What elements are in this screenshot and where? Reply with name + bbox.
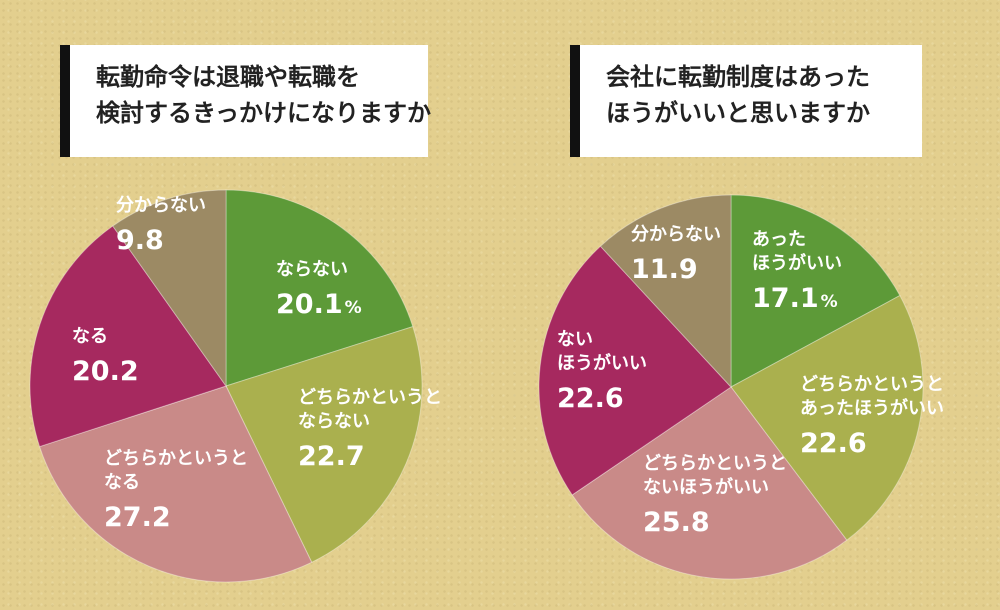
pie-slice (38, 385, 313, 583)
slice-value: 22.6 (800, 428, 867, 459)
pie-slice (730, 294, 924, 541)
chart-2-title: 会社に転勤制度はあった ほうがいいと思いますか (570, 45, 922, 157)
chart-1-title: 転勤命令は退職や転職を 検討するきっかけになりますか (60, 45, 432, 157)
pie-slice (225, 189, 414, 387)
percent-unit: % (345, 298, 362, 318)
chart-2-title-line-1: 会社に転勤制度はあった (606, 63, 870, 91)
pie-slice (599, 194, 732, 389)
slice-label: どちらかというと (643, 453, 787, 474)
slice-value: 22.7 (298, 441, 365, 472)
pie-slice (571, 386, 848, 580)
slice-label: ほうがいい (752, 252, 842, 274)
slice-label: なる (104, 472, 140, 493)
slice-label: どちらかというと (104, 448, 248, 469)
slice-value: 9.8 (116, 225, 164, 256)
pie-slice (538, 245, 732, 496)
slice-value: 20.2 (72, 356, 139, 387)
pie-slice (29, 225, 227, 448)
slice-label: 分からない (631, 224, 721, 245)
slice-label: どちらかというと (298, 387, 442, 408)
chart-1-title-line-2: 検討するきっかけになりますか (96, 99, 432, 127)
percent-unit: % (821, 292, 838, 312)
slice-label: ならない (276, 259, 348, 280)
slice-label: ないほうがいい (643, 476, 769, 498)
slice-value: 11.9 (631, 254, 698, 285)
slice-label: あったほうがいい (800, 397, 944, 419)
pie-slice (112, 189, 227, 388)
slice-label: ない (557, 329, 593, 350)
slice-label: ほうがいい (557, 352, 647, 374)
chart-1-title-line-1: 転勤命令は退職や転職を (96, 63, 360, 91)
pie-slice (225, 325, 423, 563)
slice-label: どちらかというと (800, 374, 944, 395)
slice-value: 22.6 (557, 383, 624, 414)
slice-label: ならない (298, 411, 370, 432)
slice-label: なる (72, 326, 108, 347)
chart-2-title-line-2: ほうがいいと思いますか (606, 99, 870, 127)
slice-label: あった (752, 229, 806, 250)
pie-slice (730, 194, 901, 388)
slice-label: 分からない (116, 195, 206, 216)
slice-value: 25.8 (643, 507, 710, 538)
slice-value: 27.2 (104, 502, 171, 533)
